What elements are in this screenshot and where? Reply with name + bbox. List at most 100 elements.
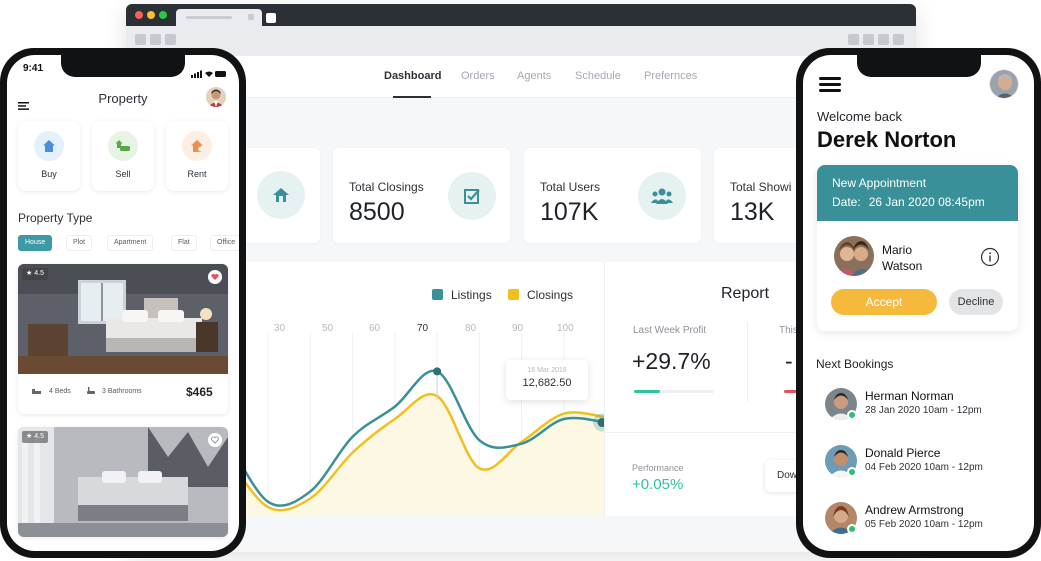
x-tick-label: 90 <box>512 323 524 334</box>
stat-value: 8500 <box>349 198 405 226</box>
appointment-card: New Appointment Date: 26 Jan 2020 08:45pm… <box>817 165 1018 331</box>
report-title: Report <box>721 285 770 302</box>
menu-icon[interactable] <box>819 77 841 92</box>
person-last-name: Watson <box>882 259 923 273</box>
category-sell[interactable]: Sell <box>92 121 154 191</box>
phone-notch <box>857 55 981 77</box>
nav-preferences[interactable]: Prefernces <box>644 70 698 82</box>
signal-icon <box>191 65 227 83</box>
menu-icon[interactable] <box>18 97 29 115</box>
chip-office[interactable]: Office <box>210 235 239 251</box>
toolbar-button[interactable] <box>893 34 904 45</box>
info-icon[interactable] <box>980 247 1000 272</box>
category-rent[interactable]: Rent <box>166 121 228 191</box>
date-value: 26 Jan 2020 08:45pm <box>868 195 985 209</box>
close-tab-icon[interactable] <box>248 14 254 20</box>
end-point <box>597 418 606 428</box>
legend-label-closings: Closings <box>527 288 574 302</box>
forward-button[interactable] <box>150 34 161 45</box>
nav-agents[interactable]: Agents <box>517 70 552 82</box>
divider <box>605 432 916 433</box>
top-nav: Dashboard Orders Agents Schedule Prefern… <box>126 56 916 98</box>
listing-photo: ★ 4.5 <box>18 427 228 537</box>
maximize-window-button[interactable] <box>159 11 167 19</box>
stat-label: Total Closings <box>349 180 424 194</box>
listing-card[interactable]: ★ 4.5 4 Beds 3 Bathrooms $465 <box>18 264 228 414</box>
rating-value: 4.5 <box>34 433 44 440</box>
toolbar-button[interactable] <box>848 34 859 45</box>
x-tick-label: 60 <box>369 323 381 334</box>
favorite-icon[interactable] <box>208 433 222 447</box>
booking-item[interactable]: Andrew Armstrong 05 Feb 2020 10am - 12pm <box>825 500 1025 540</box>
stat-value: 107K <box>540 198 599 226</box>
page-title: Property <box>98 91 148 106</box>
x-tick-label: 80 <box>465 323 477 334</box>
rent-icon <box>182 131 212 161</box>
booking-item[interactable]: Herman Norman 28 Jan 2020 10am - 12pm <box>825 386 1025 426</box>
chip-flat[interactable]: Flat <box>171 235 197 251</box>
booking-name: Herman Norman <box>865 389 954 403</box>
toolbar-button[interactable] <box>878 34 889 45</box>
browser-tab[interactable] <box>176 9 262 26</box>
stat-label: Total Users <box>540 180 601 194</box>
online-status-icon <box>847 467 857 477</box>
x-tick-label: 100 <box>557 323 574 334</box>
appointment-header: New Appointment Date: 26 Jan 2020 08:45pm <box>817 165 1018 221</box>
legend-swatch-closings <box>508 289 519 300</box>
users-icon <box>638 172 686 220</box>
rating-badge: ★ 4.5 <box>22 431 48 443</box>
series-line-listings <box>226 369 606 507</box>
nav-schedule[interactable]: Schedule <box>575 70 621 82</box>
booking-item[interactable]: Donald Pierce 04 Feb 2020 10am - 12pm <box>825 443 1025 483</box>
avatar[interactable] <box>206 87 226 107</box>
listing-price: $465 <box>186 385 213 399</box>
line-chart <box>226 332 606 516</box>
avatar <box>834 236 874 276</box>
series-line-closings <box>226 393 606 512</box>
decline-button[interactable]: Decline <box>949 289 1003 315</box>
stat-label: Total Showi <box>730 180 792 194</box>
listing-card[interactable]: ★ 4.5 <box>18 427 228 537</box>
tooltip-date: 16 Mar 2018 <box>527 367 567 374</box>
x-tick-label: 50 <box>322 323 334 334</box>
category-label: Buy <box>41 169 57 179</box>
sell-icon <box>108 131 138 161</box>
chip-apartment[interactable]: Apartment <box>107 235 154 251</box>
this-progress-fill <box>784 390 804 393</box>
listing-photo: ★ 4.5 <box>18 264 228 374</box>
nav-dashboard[interactable]: Dashboard <box>384 70 442 82</box>
appointment-date: Date: 26 Jan 2020 08:45pm <box>832 195 985 209</box>
toolbar-button[interactable] <box>863 34 874 45</box>
favorite-icon[interactable] <box>208 270 222 284</box>
avatar[interactable] <box>989 69 1019 99</box>
phone-notch <box>61 55 185 77</box>
highlight-point[interactable] <box>433 367 442 376</box>
bath-icon <box>87 387 95 397</box>
reload-button[interactable] <box>165 34 176 45</box>
chip-house[interactable]: House <box>18 235 53 251</box>
person-first-name: Mario <box>882 243 913 257</box>
new-tab-button[interactable] <box>266 13 276 23</box>
chip-plot[interactable]: Plot <box>66 235 93 251</box>
x-tick-label: 30 <box>274 323 286 334</box>
booking-time: 04 Feb 2020 10am - 12pm <box>865 462 983 473</box>
minimize-window-button[interactable] <box>147 11 155 19</box>
section-title: Next Bookings <box>816 357 894 371</box>
series-area-closings <box>226 394 606 516</box>
category-label: Sell <box>115 169 131 179</box>
tooltip-value: 12,682.50 <box>522 377 572 389</box>
home-icon <box>257 171 305 219</box>
nav-orders[interactable]: Orders <box>461 70 495 82</box>
chart-tooltip: 16 Mar 2018 12,682.50 <box>506 360 588 400</box>
close-window-button[interactable] <box>135 11 143 19</box>
back-button[interactable] <box>135 34 146 45</box>
this-week-value: - <box>785 348 793 374</box>
rating-value: 4.5 <box>34 270 44 277</box>
accept-button[interactable]: Accept <box>831 289 937 315</box>
left-phone-screen: 9:41 Property Buy Sell Rent <box>7 55 239 551</box>
this-week-label: This <box>779 325 798 336</box>
category-buy[interactable]: Buy <box>18 121 80 191</box>
right-phone-screen: Welcome back Derek Norton New Appointmen… <box>803 55 1034 551</box>
legend-label-listings: Listings <box>451 288 492 302</box>
welcome-text: Welcome back <box>817 109 903 124</box>
